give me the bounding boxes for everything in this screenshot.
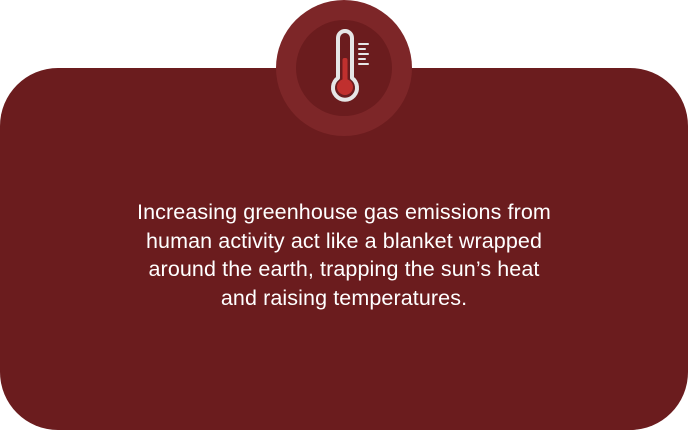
thermometer-mercury xyxy=(342,58,348,82)
climate-message: Increasing greenhouse gas emissions from… xyxy=(137,200,551,310)
thermometer-icon xyxy=(331,29,369,102)
thermometer-scale xyxy=(358,43,369,65)
thermometer-bulb xyxy=(337,79,353,95)
